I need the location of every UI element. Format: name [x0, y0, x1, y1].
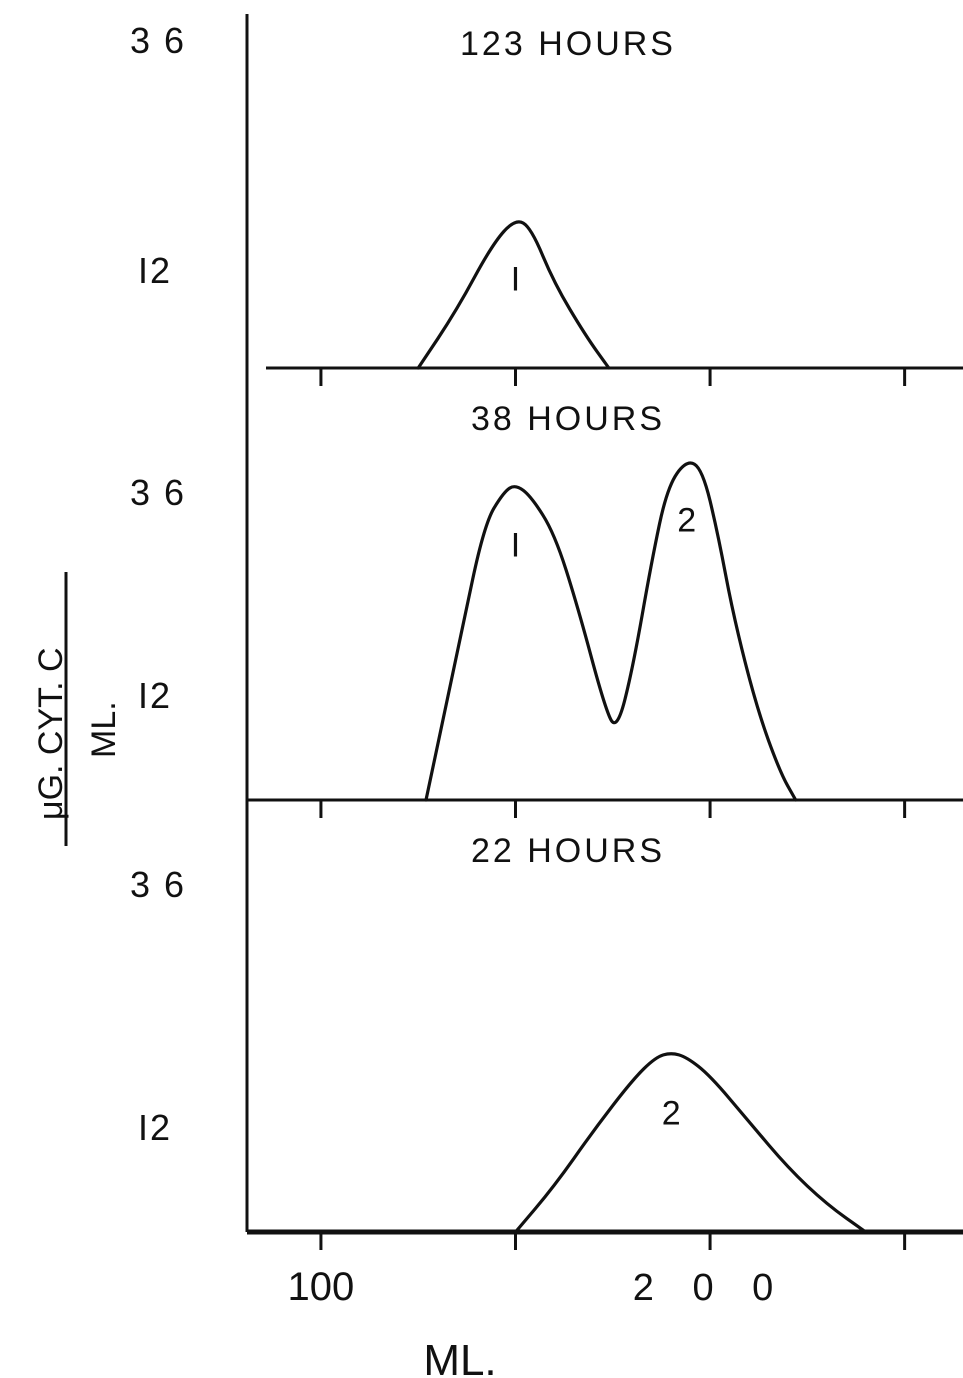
- y-tick-label: 3 6: [130, 20, 186, 61]
- y-tick-label: 3 6: [130, 472, 186, 513]
- x-axis-title: ML.: [423, 1336, 496, 1378]
- y-axis-title-denominator: ML.: [85, 701, 123, 758]
- elution-curve: [513, 1052, 868, 1234]
- y-axis-title-numerator: μG. CYT. C: [32, 647, 70, 820]
- panel-22-hours: 22 HOURS 3 6 I2 2: [130, 832, 963, 1250]
- y-tick-label: I2: [138, 675, 172, 716]
- x-tick-label: 2 0 0: [633, 1267, 788, 1309]
- panel-title: 22 HOURS: [471, 832, 665, 870]
- y-axis-title: μG. CYT. C ML.: [32, 572, 123, 846]
- panel-title: 38 HOURS: [471, 400, 665, 438]
- elution-curve: [424, 461, 798, 802]
- peak-label: I: [511, 261, 520, 299]
- elution-curve: [416, 220, 611, 370]
- x-tick-label: 100: [288, 1265, 355, 1309]
- y-tick-label: I2: [138, 250, 172, 291]
- x-axis-labels: 100 2 0 0: [288, 1265, 788, 1309]
- peak-label: 2: [662, 1095, 681, 1133]
- y-tick-label: I2: [138, 1107, 172, 1148]
- panel-123-hours: 123 HOURS 3 6 I2 I: [130, 20, 963, 386]
- panel-title: 123 HOURS: [460, 25, 676, 63]
- peak-label: I: [511, 526, 520, 564]
- peak-label: 2: [677, 502, 696, 540]
- y-tick-label: 3 6: [130, 864, 186, 905]
